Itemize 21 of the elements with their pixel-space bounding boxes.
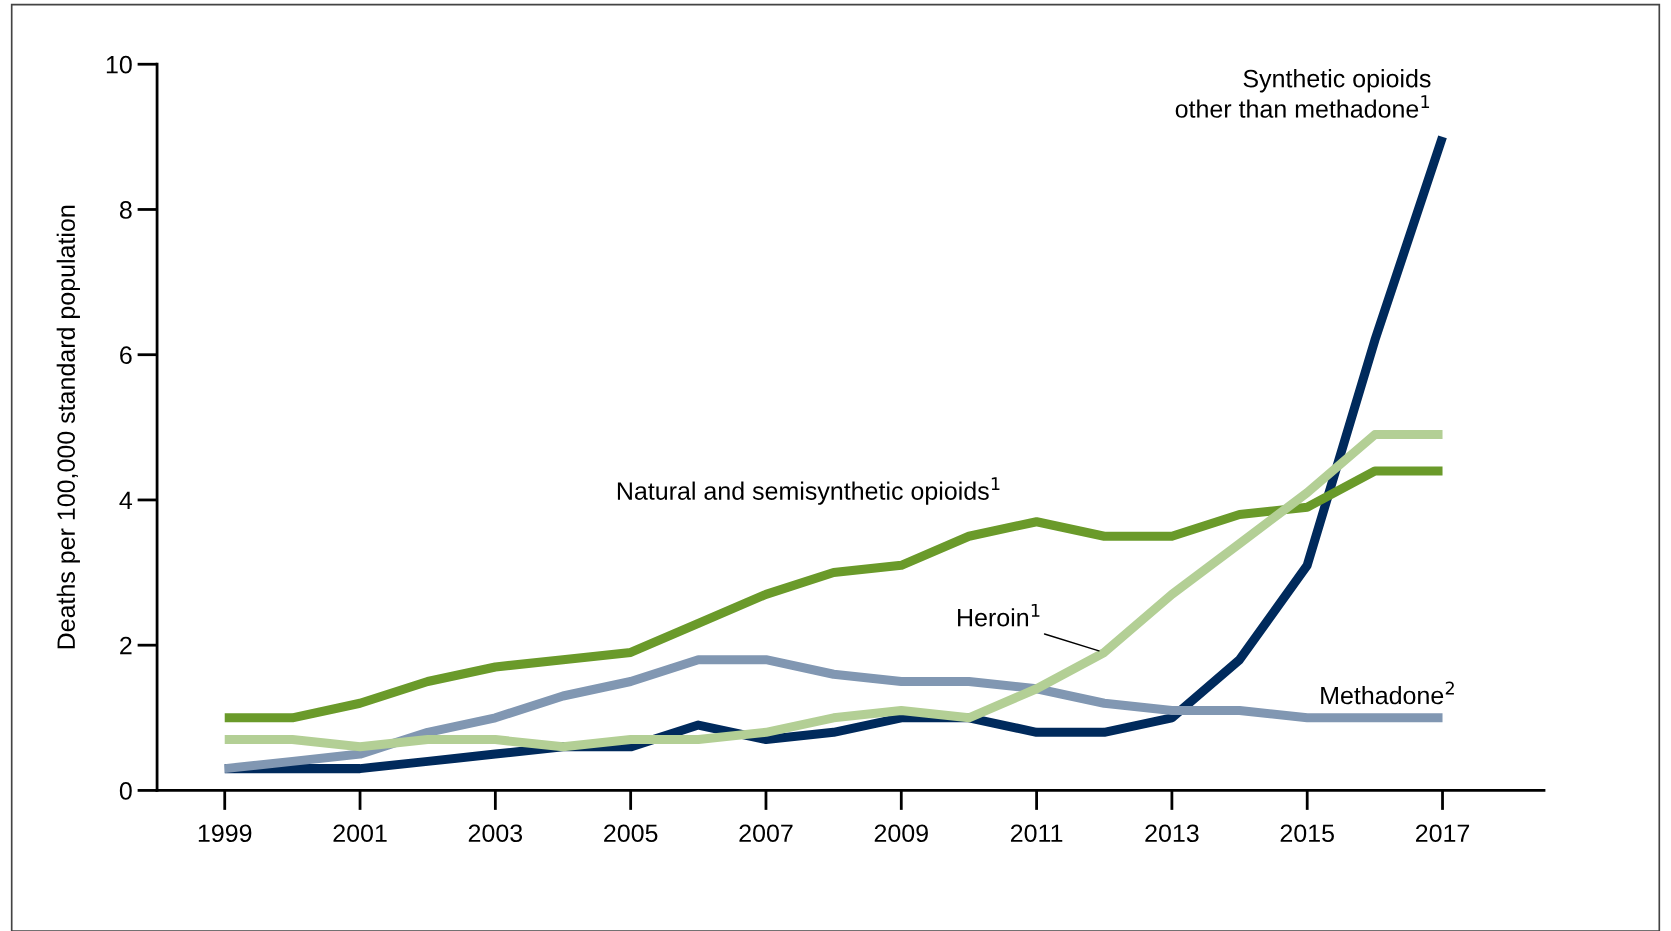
- y-tick-label: 6: [120, 346, 132, 365]
- x-tick-label: 2003: [468, 824, 523, 843]
- x-tick-label: 2011: [1010, 824, 1063, 843]
- series-label: Natural and semisynthetic opioids$^{1}$: [617, 477, 1000, 505]
- series-label: Methadone$^{2}$: [1321, 681, 1454, 705]
- x-tick-label: 2009: [874, 824, 928, 843]
- y-tick-label: 10: [106, 55, 132, 74]
- y-tick-label: 8: [119, 201, 132, 219]
- x-tick-label: 1999: [198, 824, 252, 843]
- x-tick-label: 2013: [1145, 824, 1199, 843]
- text: Heroin$^{1}$: [958, 603, 1040, 627]
- y-tick-label: 0: [119, 782, 132, 800]
- y-tick-label: 2: [120, 636, 132, 655]
- y-axis-title: Deaths per 100,000 standard population: [56, 205, 80, 649]
- x-tick-label: 2007: [739, 824, 793, 843]
- y-tick-label: 4: [119, 491, 133, 510]
- x-tick-label: 2001: [333, 824, 387, 843]
- x-tick-label: 2015: [1280, 824, 1334, 843]
- x-tick-label: 2005: [604, 824, 658, 843]
- series-label: Synthetic opioids other than methadone$^{1}$: [1175, 69, 1431, 118]
- x-tick-label: 2017: [1415, 824, 1470, 843]
